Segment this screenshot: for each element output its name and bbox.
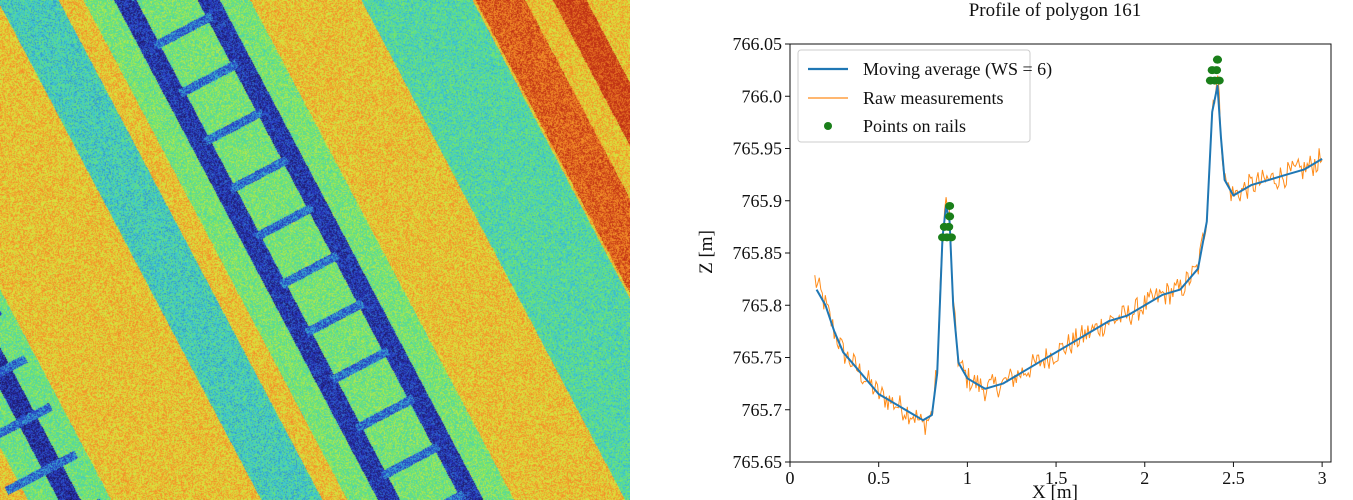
x-tick-label: 2.5 [1222, 468, 1245, 488]
x-tick-label: 0 [786, 468, 795, 488]
profile-chart: Profile of polygon 161 0 0.5 1 1.5 2 2.5 3 765… [696, 0, 1332, 500]
legend-label-points: Points on rails [863, 116, 966, 136]
rail-point [1214, 76, 1224, 85]
x-tick-label: 1 [963, 468, 972, 488]
y-tick-label: 765.9 [742, 191, 783, 211]
y-tick-label: 765.7 [742, 400, 783, 420]
legend-swatch-points [824, 122, 832, 130]
y-tick-label: 765.8 [742, 295, 783, 315]
x-axis-label: X [m] [1032, 482, 1078, 500]
legend-label-moving-average: Moving average (WS = 6) [863, 59, 1052, 80]
rail-point [946, 233, 956, 242]
x-tick-label: 3 [1318, 468, 1327, 488]
rail-point [1212, 66, 1222, 75]
legend-label-raw: Raw measurements [863, 88, 1003, 108]
x-tick-label: 2 [1140, 468, 1149, 488]
rail-point [945, 212, 955, 221]
rail-point [944, 222, 954, 231]
legend: Moving average (WS = 6) Raw measurements… [797, 49, 1052, 143]
y-axis-label: Z [m] [696, 230, 717, 274]
y-tick-label: 765.75 [733, 348, 783, 368]
y-tick-label: 766.0 [742, 86, 783, 106]
chart-title: Profile of polygon 161 [969, 0, 1142, 21]
x-tick-label: 1.5 [1045, 468, 1068, 488]
y-tick-label: 765.65 [733, 452, 783, 472]
y-tick-label: 765.85 [733, 243, 783, 263]
rail-point [1212, 55, 1222, 64]
elevation-heightmap-image [0, 0, 630, 500]
x-axis-ticks: 0 0.5 1 1.5 2 2.5 3 [786, 462, 1327, 488]
series-layer [814, 55, 1323, 435]
series-line-moving-average [815, 84, 1323, 422]
x-tick-label: 0.5 [867, 468, 890, 488]
legend-box [797, 49, 1031, 143]
y-tick-label: 766.05 [733, 34, 783, 54]
y-axis-ticks: 765.65 765.7 765.75 765.8 765.85 765.9 765.95 7… [733, 34, 790, 472]
rail-point [945, 201, 955, 210]
y-tick-label: 765.95 [733, 139, 783, 159]
